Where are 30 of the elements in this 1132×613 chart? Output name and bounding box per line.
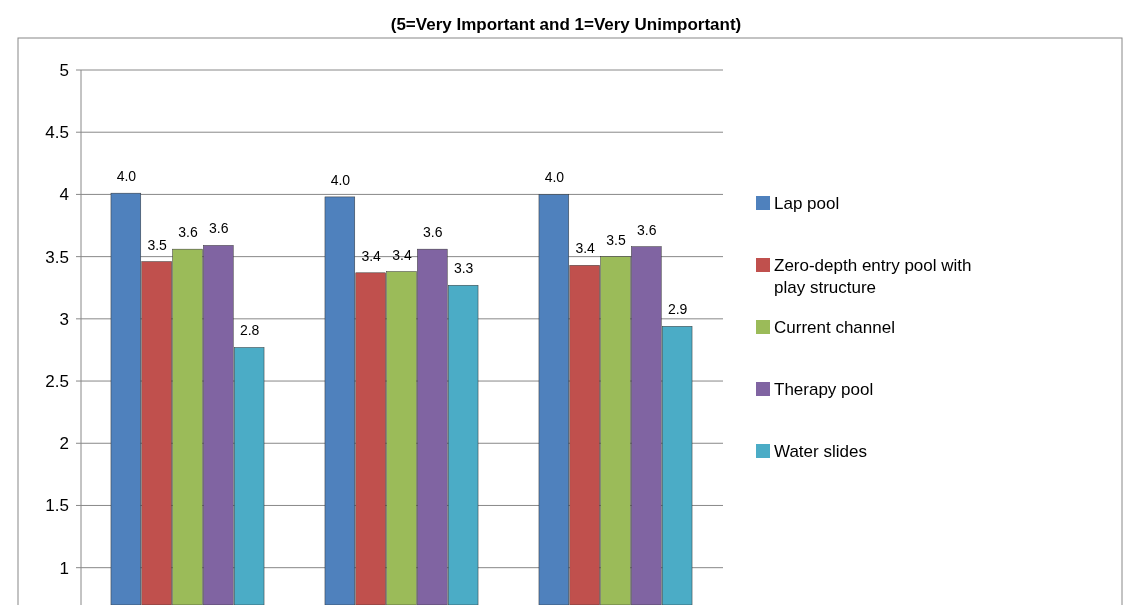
data-label: 3.4: [392, 246, 412, 263]
data-label: 3.6: [178, 224, 198, 241]
legend-label: Zero-depth entry pool with play structure: [774, 255, 972, 298]
data-label: 3.6: [423, 224, 443, 241]
data-label: 3.5: [147, 236, 168, 253]
data-label: 4.0: [116, 168, 137, 185]
data-label: 3.6: [209, 220, 229, 237]
data-label: 3.5: [606, 231, 626, 248]
legend-label: Therapy pool: [774, 379, 874, 399]
y-tick-label: 4: [59, 185, 69, 205]
y-tick-label: 2.5: [45, 372, 69, 391]
data-label: 3.4: [361, 247, 382, 264]
y-tick-label: 4.5: [45, 123, 69, 143]
y-tick-label: 1.5: [45, 496, 69, 516]
y-tick-label: 5: [59, 60, 69, 80]
legend-label: Water slides: [774, 441, 867, 461]
data-label: 3.3: [453, 260, 474, 277]
data-label: 3.4: [575, 240, 596, 257]
y-tick-label: 2: [59, 434, 69, 454]
data-label: 2.9: [667, 301, 688, 318]
y-tick-label: 3: [59, 309, 69, 329]
data-label: 2.8: [239, 322, 260, 339]
legend-label: Current channel: [774, 317, 895, 337]
legend-label: Lap pool: [774, 193, 840, 213]
data-label: 4.0: [544, 169, 565, 186]
y-tick-label: 3.5: [45, 247, 69, 267]
data-label: 4.0: [330, 171, 351, 188]
y-tick-label: 1: [59, 558, 69, 578]
data-label: 3.6: [637, 221, 657, 238]
chart-title: (5=Very Important and 1=Very Unimportant): [390, 15, 742, 34]
